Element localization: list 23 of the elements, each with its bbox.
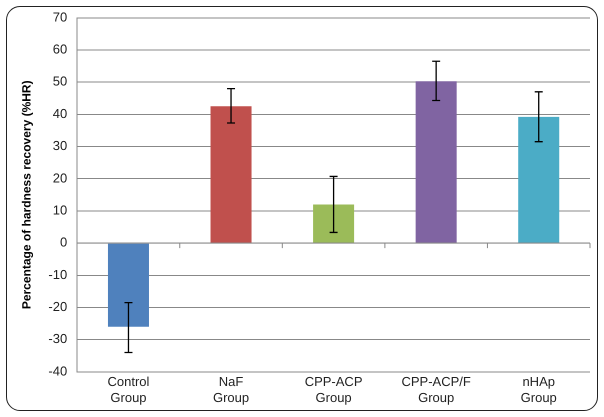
bar bbox=[313, 204, 354, 243]
y-tick-label: 70 bbox=[52, 9, 68, 24]
y-tick-label: -10 bbox=[48, 266, 68, 282]
y-tick-label: 30 bbox=[52, 138, 68, 154]
y-tick-label: 10 bbox=[52, 202, 68, 218]
y-tick-label: 50 bbox=[52, 74, 68, 89]
y-tick-label: 60 bbox=[52, 42, 68, 57]
y-tick-label: -40 bbox=[48, 363, 68, 378]
x-tick-label: Control Group bbox=[108, 374, 150, 405]
y-tick-label: 0 bbox=[60, 234, 68, 250]
x-tick-label: NaF Group bbox=[212, 374, 250, 405]
y-tick-label: 20 bbox=[52, 170, 68, 186]
x-tick-label: CPP-ACP Group bbox=[304, 374, 362, 405]
bar bbox=[108, 244, 149, 327]
bar bbox=[518, 116, 560, 243]
x-tick-label: nHAp Group bbox=[520, 374, 557, 405]
x-tick-label: CPP-ACP/F Group bbox=[401, 374, 471, 405]
y-axis-title: Percentage of hardness recovery (%HR) bbox=[20, 80, 34, 310]
bar bbox=[416, 81, 457, 243]
y-tick-label: -30 bbox=[48, 331, 68, 346]
bar bbox=[210, 106, 252, 243]
y-tick-label: -20 bbox=[48, 299, 68, 314]
y-tick-label: 40 bbox=[52, 106, 68, 121]
